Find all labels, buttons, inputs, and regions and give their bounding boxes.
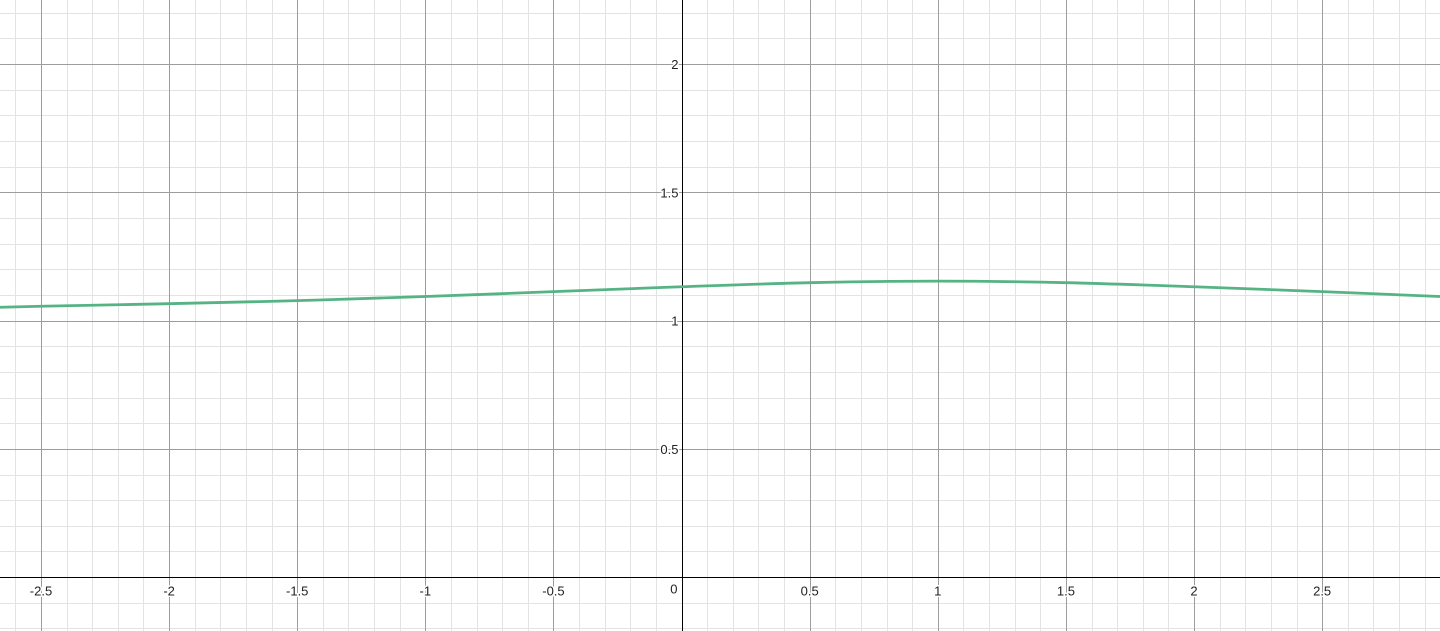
x-tick-label: -2 [163, 584, 175, 599]
tick-labels: 0 -2.5 -2 -1.5 -1 -0.5 0.5 1 1.5 2 2.5 0.5 1 1.5 2 [28, 56, 1332, 600]
y-tick-label: 1.5 [660, 185, 678, 200]
series-group [0, 279, 1440, 309]
x-tick-label: 2.5 [1313, 584, 1331, 599]
x-tick-label: -1 [420, 584, 432, 599]
x-tick-label: -0.5 [542, 584, 564, 599]
x-tick-label: 1 [934, 584, 941, 599]
origin-label: 0 [670, 582, 677, 597]
y-tick-label: 0.5 [660, 442, 678, 457]
x-tick-label: 1.5 [1057, 584, 1075, 599]
series-line[interactable] [0, 279, 1440, 309]
x-tick-label: -2.5 [30, 584, 52, 599]
x-tick-label: 2 [1190, 584, 1197, 599]
y-tick-label: 2 [671, 57, 678, 72]
x-tick-label: 0.5 [801, 584, 819, 599]
y-tick-label: 1 [671, 314, 678, 329]
x-tick-label: -1.5 [286, 584, 308, 599]
